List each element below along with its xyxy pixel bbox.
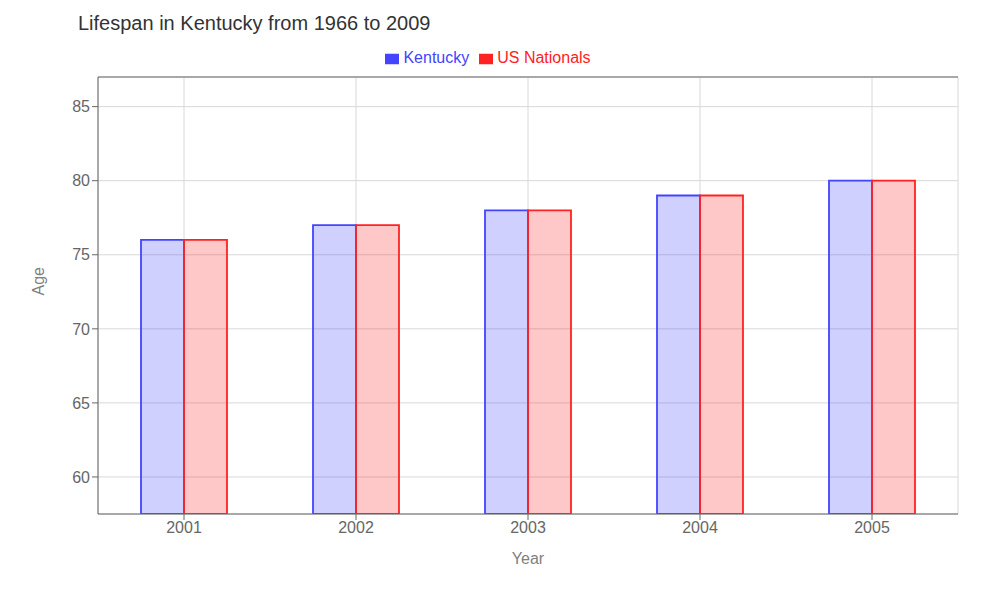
svg-text:2005: 2005 (854, 519, 890, 536)
svg-text:2004: 2004 (682, 519, 718, 536)
html-text:Lifespan in Kentucky from 1966: Lifespan in Kentucky from 1966 to 2009 (78, 12, 431, 34)
html-text:US Nationals: US Nationals (497, 49, 591, 66)
svg-text:Age: Age (30, 267, 47, 296)
svg-text:80: 80 (72, 172, 90, 189)
svg-text:70: 70 (72, 321, 90, 338)
svg-text:60: 60 (72, 469, 90, 486)
svg-text:2002: 2002 (338, 519, 374, 536)
svg-text:2003: 2003 (510, 519, 546, 536)
svg-text:Year: Year (512, 550, 545, 567)
svg-text:2001: 2001 (166, 519, 202, 536)
html-text:Kentucky: Kentucky (403, 49, 470, 66)
svg-text:85: 85 (72, 98, 90, 115)
svg-text:75: 75 (72, 246, 90, 263)
svg-text:65: 65 (72, 395, 90, 412)
